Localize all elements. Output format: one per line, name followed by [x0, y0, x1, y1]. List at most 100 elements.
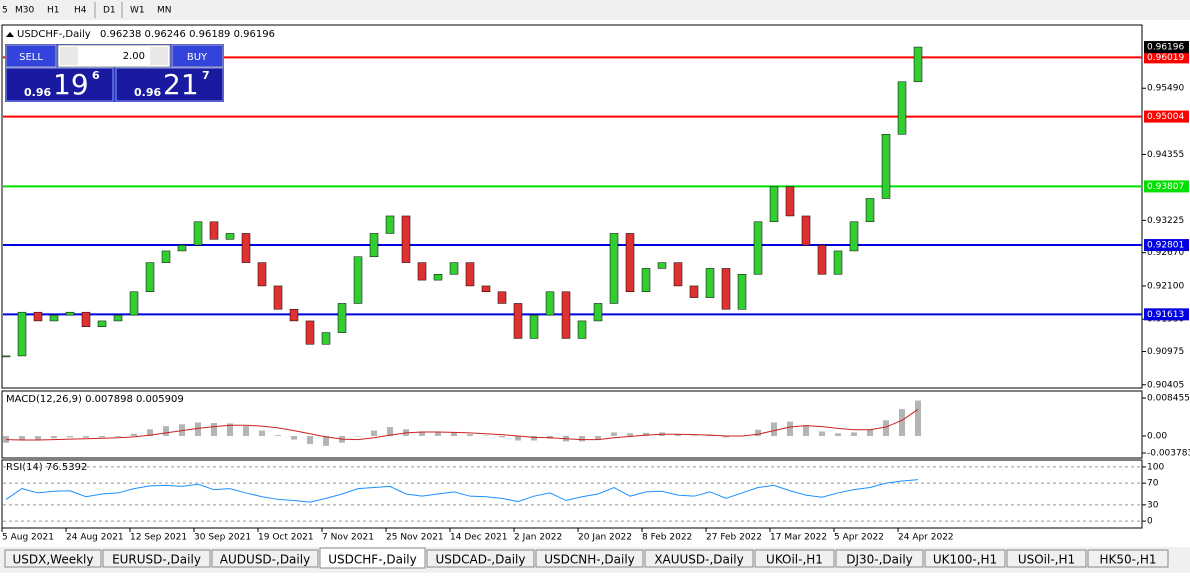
x-tick-label: 14 Dec 2021: [450, 533, 508, 543]
level-label: 0.91613: [1147, 310, 1184, 320]
level-label: 0.93807: [1147, 182, 1184, 192]
buy-label[interactable]: BUY: [187, 52, 208, 63]
candle: [817, 244, 827, 275]
macd-bar: [307, 436, 313, 445]
timeframe[interactable]: M30: [15, 6, 34, 16]
candle: [81, 311, 91, 328]
tab-label[interactable]: USOil-,H1: [1018, 553, 1075, 567]
candle: [641, 268, 651, 293]
rsi-title: RSI(14) 76.5392: [6, 462, 87, 473]
trade-panel: SELL 2.00 BUY 0.96 19 6 0.96 21 7: [5, 44, 224, 102]
level-label: 0.92801: [1147, 241, 1184, 251]
macd-bar: [387, 427, 393, 436]
candle: [593, 303, 603, 322]
tab-label[interactable]: DJ30-,Daily: [846, 553, 913, 567]
tab-label[interactable]: HK50-,H1: [1100, 553, 1157, 567]
x-tick-label: 17 Mar 2022: [770, 533, 827, 543]
lot-up[interactable]: [150, 47, 168, 65]
candle: [753, 221, 763, 275]
lot-input[interactable]: [57, 44, 171, 68]
tab[interactable]: [644, 549, 754, 568]
macd-bar: [259, 430, 265, 436]
tab[interactable]: [102, 549, 211, 568]
sell-label[interactable]: SELL: [19, 52, 43, 63]
timeframe[interactable]: H4: [74, 6, 87, 16]
y-tick-label: 0.90405: [1147, 380, 1184, 390]
tab[interactable]: [426, 549, 535, 568]
candle: [353, 256, 363, 304]
bid-small: 6: [92, 69, 100, 82]
macd-bar: [643, 432, 649, 436]
tab[interactable]: [1006, 549, 1087, 568]
macd-bar: [803, 425, 809, 436]
macd-bar: [595, 436, 601, 440]
candle: [881, 134, 891, 199]
tab-label[interactable]: USDCHF-,Daily: [328, 553, 416, 567]
candle: [481, 285, 491, 293]
macd-bar: [19, 436, 25, 441]
bid-prefix: 0.96: [24, 86, 51, 99]
tab[interactable]: [924, 549, 1006, 568]
lot-value[interactable]: 2.00: [123, 51, 145, 62]
y-tick-label: 0.008455: [1147, 394, 1190, 404]
tab-label[interactable]: XAUUSD-,Daily: [654, 553, 743, 567]
sell-button[interactable]: [5, 44, 57, 68]
timeframe[interactable]: 5: [2, 6, 8, 16]
timeframe[interactable]: W1: [130, 6, 145, 16]
tab[interactable]: [754, 549, 835, 568]
macd-bar: [515, 436, 521, 441]
tab-label[interactable]: AUDUSD-,Daily: [220, 553, 310, 567]
lot-down[interactable]: [60, 47, 78, 65]
macd-title: MACD(12,26,9) 0.007898 0.005909: [6, 394, 184, 405]
timeframe[interactable]: H1: [47, 6, 60, 16]
macd-bar: [3, 436, 9, 443]
ask-big: 21: [163, 68, 199, 101]
tab-label[interactable]: UKOil-,H1: [766, 553, 823, 567]
macd-bar: [435, 432, 441, 436]
candle: [865, 198, 875, 223]
tab[interactable]: [835, 549, 924, 568]
tab[interactable]: [535, 549, 644, 568]
candle: [321, 332, 331, 345]
macd-bar: [35, 436, 41, 440]
timeframe[interactable]: MN: [157, 6, 172, 16]
macd-bar: [163, 426, 169, 436]
candle: [545, 291, 555, 316]
candle: [449, 262, 459, 275]
signal-line: [5, 409, 919, 441]
tab[interactable]: [4, 549, 102, 568]
ask-box[interactable]: [115, 67, 224, 102]
bid-box[interactable]: [5, 67, 114, 102]
tab-label[interactable]: UK100-,H1: [933, 553, 997, 567]
x-tick-label: 19 Oct 2021: [258, 533, 314, 543]
macd-bar: [467, 434, 473, 436]
x-tick-label: 24 Aug 2021: [66, 533, 124, 543]
candle: [513, 303, 523, 339]
macd-bar: [835, 433, 841, 436]
y-tick-label: 0.93225: [1147, 216, 1184, 226]
macd-bar: [195, 422, 201, 436]
macd-bar: [899, 409, 905, 436]
buy-button[interactable]: [171, 44, 224, 68]
tab-label[interactable]: USDCNH-,Daily: [544, 553, 635, 567]
candle: [897, 81, 907, 135]
main-panel: [1, 24, 1143, 389]
tab[interactable]: [319, 547, 426, 569]
macd-bar: [67, 436, 73, 438]
macd-bar: [787, 421, 793, 436]
candle: [225, 233, 235, 240]
tab[interactable]: [211, 549, 319, 568]
tab-label[interactable]: USDX,Weekly: [13, 553, 94, 567]
x-tick-label: 2 Jan 2022: [514, 533, 562, 543]
macd-bar: [51, 436, 57, 439]
candle: [705, 268, 715, 298]
tab-label[interactable]: USDCAD-,Daily: [436, 553, 526, 567]
tab-label[interactable]: EURUSD-,Daily: [112, 553, 201, 567]
tab[interactable]: [1087, 549, 1169, 568]
macd-bar: [291, 436, 297, 440]
timeframe[interactable]: D1: [103, 6, 116, 16]
candle: [529, 314, 539, 339]
